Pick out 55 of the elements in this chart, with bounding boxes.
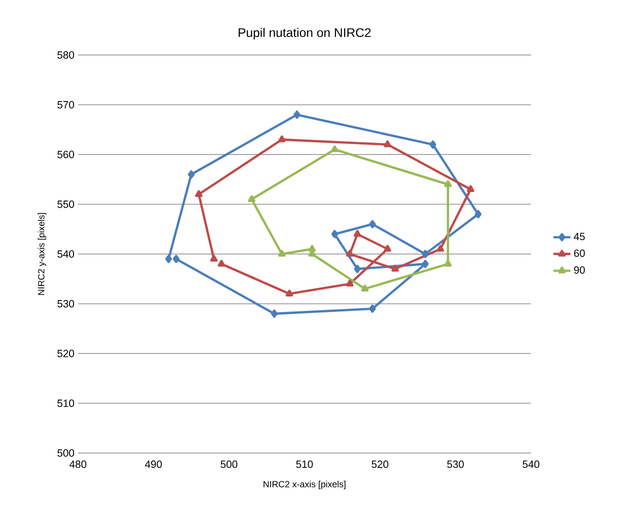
point [330,145,338,152]
y-axis-title: NIRC2 y-axis [pixels] [38,213,46,295]
point [346,250,354,257]
point [248,195,256,202]
legend-label: 45 [574,232,585,240]
point [286,290,294,296]
point [294,110,300,119]
point [369,220,376,228]
point [444,260,452,267]
point [384,244,392,252]
x-tick-label: 510 [296,460,313,468]
point [369,304,376,313]
point [308,244,316,252]
point [346,280,354,286]
y-tick-label: 570 [57,101,74,108]
y-tick-label: 580 [57,51,74,59]
point [172,254,180,264]
x-axis-title: NIRC2 x-axis [pixels] [264,480,346,490]
point [474,210,482,218]
point [354,230,362,237]
chart-title: Pupil nutation on NIRC2 [238,28,371,40]
y-tick-label: 550 [57,200,74,208]
x-tick-label: 520 [372,460,388,468]
y-tick-label: 530 [57,300,74,308]
legend-label: 90 [574,266,585,274]
legend-label: 60 [574,250,585,257]
point [165,254,172,264]
y-tick-label: 510 [57,400,74,407]
point [429,140,436,149]
point [331,230,338,238]
y-tick-label: 540 [57,250,74,258]
point [466,185,474,192]
point [210,254,218,262]
point [188,170,195,179]
point [422,260,429,268]
x-tick-label: 490 [145,460,162,468]
point [278,250,286,257]
point [444,180,452,187]
point [354,264,361,274]
x-tick-label: 540 [522,460,540,468]
x-tick-label: 480 [70,460,86,468]
point [278,135,286,142]
point [384,140,392,148]
point [195,190,203,197]
y-tick-label: 520 [57,350,74,358]
y-tick-label: 500 [57,449,74,457]
y-tick-label: 560 [57,150,74,158]
point [218,260,226,267]
point [436,244,444,252]
point [422,250,429,258]
x-tick-label: 500 [220,460,238,468]
point [361,284,369,292]
x-tick-label: 530 [447,460,464,468]
point [270,310,278,318]
point [391,264,399,272]
